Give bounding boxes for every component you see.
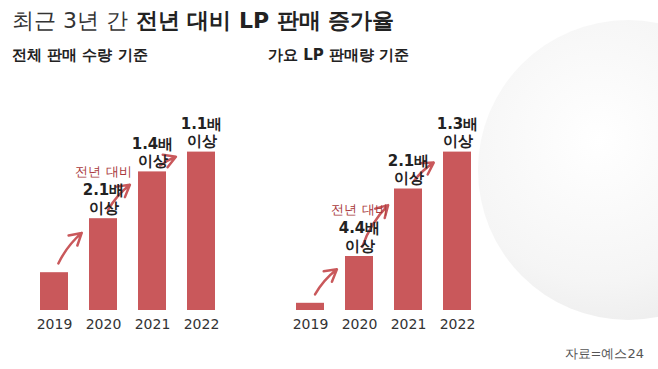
svg-text:1.1배이상: 1.1배이상	[181, 115, 223, 150]
svg-text:2019: 2019	[293, 316, 329, 332]
svg-text:2021: 2021	[135, 316, 171, 332]
svg-text:1.3배이상: 1.3배이상	[437, 115, 479, 150]
svg-text:4.4배이상: 4.4배이상	[339, 219, 381, 254]
svg-text:2022: 2022	[184, 316, 220, 332]
html-text:전체 판매 수량 기준: 전체 판매 수량 기준	[12, 46, 148, 64]
svg-text:1.4배이상: 1.4배이상	[132, 135, 174, 170]
html-text:가요 LP 판매량 기준: 가요 LP 판매량 기준	[268, 46, 410, 64]
svg-text:2.1배이상: 2.1배이상	[83, 181, 125, 216]
svg-text:2019: 2019	[37, 316, 73, 332]
svg-text:2.1배이상: 2.1배이상	[388, 152, 430, 187]
svg-text:2020: 2020	[86, 316, 122, 332]
svg-text:전년 대비: 전년 대비	[75, 164, 131, 179]
svg-text:2022: 2022	[440, 316, 476, 332]
html-text:자료=예스24: 자료=예스24	[564, 346, 644, 361]
svg-text:2020: 2020	[342, 316, 378, 332]
svg-text:전년 대비: 전년 대비	[331, 202, 387, 217]
svg-text:2021: 2021	[391, 316, 427, 332]
html-text:최근 3년 간전년 대비 LP 판매 증가율: 최근 3년 간전년 대비 LP 판매 증가율	[12, 8, 395, 33]
